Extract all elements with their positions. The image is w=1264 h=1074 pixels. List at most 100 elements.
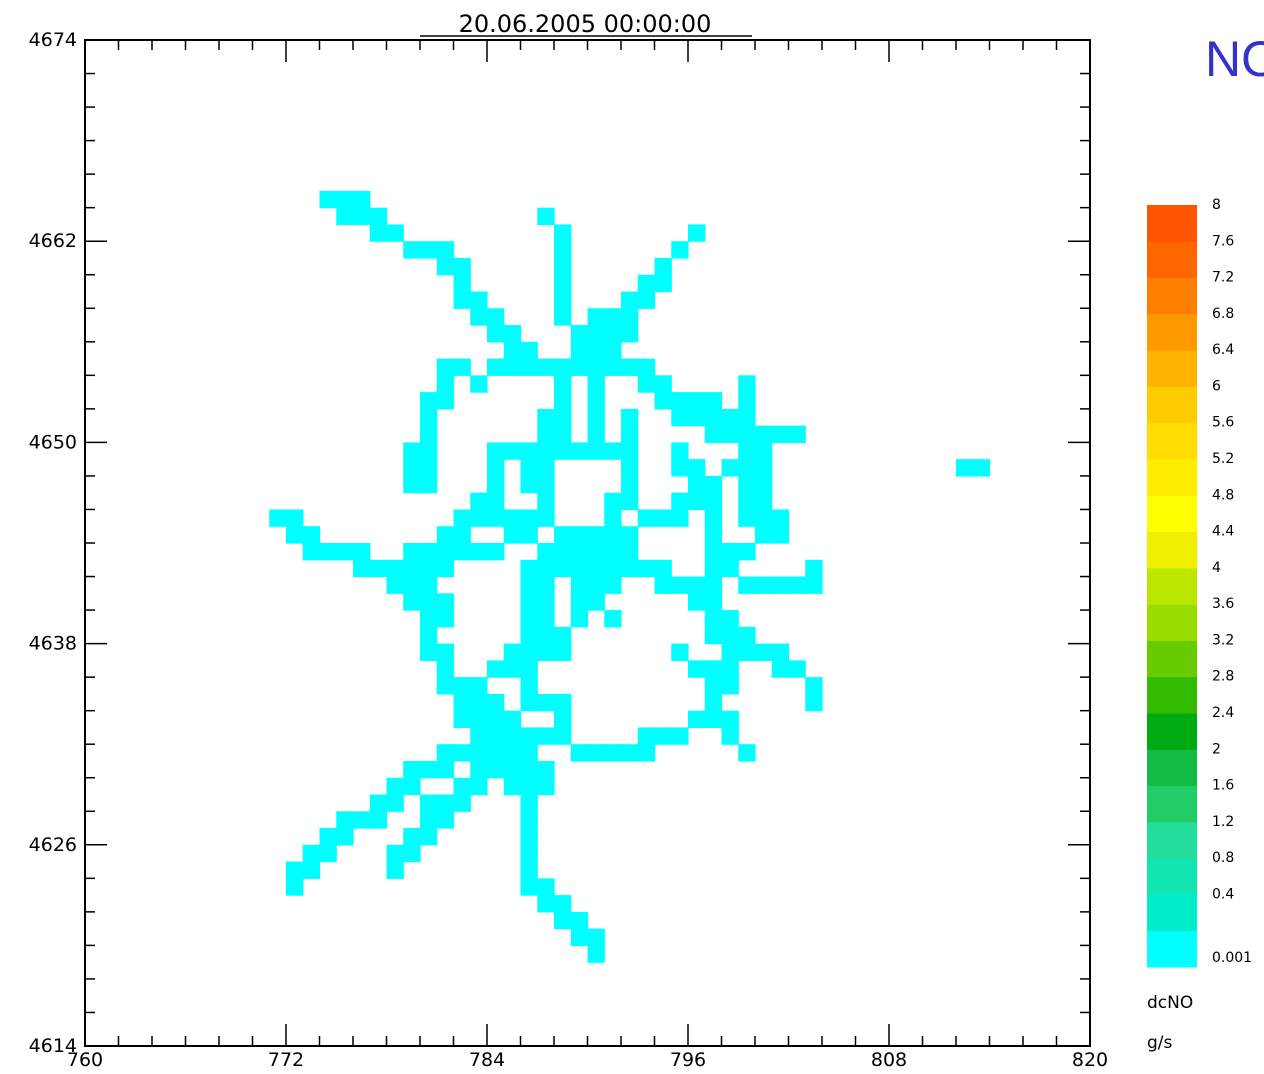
grid-cell bbox=[487, 727, 505, 745]
grid-cell bbox=[621, 744, 639, 762]
x-tick-label: 820 bbox=[1072, 1049, 1108, 1070]
grid-cell bbox=[554, 710, 572, 729]
grid-cell bbox=[436, 744, 455, 762]
colorbar-label: 3.2 bbox=[1212, 632, 1234, 648]
grid-cell bbox=[654, 274, 672, 293]
grid-cell bbox=[755, 643, 773, 661]
grid-cell bbox=[487, 744, 505, 762]
grid-cell bbox=[537, 543, 555, 561]
grid-cell bbox=[721, 710, 739, 729]
grid-cell bbox=[721, 626, 739, 645]
cells-layer bbox=[269, 190, 991, 963]
grid-cell bbox=[554, 693, 572, 712]
grid-cell bbox=[721, 425, 739, 443]
grid-cell bbox=[520, 861, 538, 879]
grid-cell bbox=[587, 543, 605, 561]
grid-cell bbox=[738, 576, 756, 594]
grid-cell bbox=[420, 425, 438, 443]
grid-cell bbox=[554, 442, 572, 460]
grid-cell bbox=[637, 358, 656, 376]
grid-cell bbox=[520, 677, 538, 695]
grid-cell bbox=[738, 425, 756, 443]
colorbar-label: 7.2 bbox=[1212, 270, 1234, 286]
grid-cell bbox=[704, 392, 723, 410]
grid-cell bbox=[621, 408, 639, 427]
grid-cell bbox=[688, 576, 706, 594]
grid-cell bbox=[436, 241, 455, 259]
grid-cell bbox=[788, 425, 806, 443]
grid-cell bbox=[788, 660, 806, 678]
colorbar-swatch bbox=[1147, 858, 1197, 895]
grid-cell bbox=[554, 643, 572, 661]
grid-cell bbox=[420, 760, 438, 779]
grid-cell bbox=[637, 559, 656, 578]
grid-cell bbox=[520, 509, 538, 527]
grid-cell bbox=[554, 308, 572, 326]
grid-cell bbox=[738, 744, 756, 762]
grid-cell bbox=[604, 358, 622, 376]
grid-cell bbox=[537, 610, 555, 628]
grid-cell bbox=[537, 408, 555, 427]
colorbar-swatch bbox=[1147, 821, 1197, 859]
colorbar-label: 2 bbox=[1212, 741, 1221, 757]
grid-cell bbox=[386, 777, 404, 796]
grid-cell bbox=[587, 559, 605, 578]
grid-cell bbox=[688, 408, 706, 427]
grid-cell bbox=[755, 425, 773, 443]
grid-cell bbox=[487, 693, 505, 712]
grid-cell bbox=[621, 559, 639, 578]
grid-cell bbox=[520, 610, 538, 628]
grid-cell bbox=[654, 375, 672, 393]
grid-cell bbox=[704, 576, 723, 594]
grid-cell bbox=[436, 543, 455, 561]
grid-cell bbox=[503, 643, 522, 661]
grid-cell bbox=[286, 861, 304, 879]
grid-cell bbox=[721, 543, 739, 561]
grid-cell bbox=[420, 576, 438, 594]
grid-cell bbox=[621, 526, 639, 544]
pollutant-heading: NO bbox=[1205, 31, 1264, 87]
chart-title: 20.06.2005 00:00:00 bbox=[459, 10, 712, 38]
grid-cell bbox=[520, 626, 538, 645]
grid-cell bbox=[503, 760, 522, 779]
grid-cell bbox=[738, 475, 756, 494]
grid-cell bbox=[453, 677, 471, 695]
grid-cell bbox=[503, 660, 522, 678]
grid-cell bbox=[537, 475, 555, 494]
grid-cell bbox=[470, 492, 488, 511]
grid-cell bbox=[403, 576, 421, 594]
grid-cell bbox=[403, 760, 421, 779]
y-tick-label: 4638 bbox=[29, 633, 77, 655]
grid-cell bbox=[738, 492, 756, 511]
colorbar-label: 4.8 bbox=[1212, 487, 1234, 503]
y-tick-label: 4674 bbox=[29, 29, 77, 51]
grid-cell bbox=[554, 727, 572, 745]
grid-cell bbox=[554, 224, 572, 242]
grid-cell bbox=[587, 358, 605, 376]
grid-cell bbox=[453, 693, 471, 712]
y-tick-label: 4626 bbox=[29, 834, 77, 856]
grid-cell bbox=[587, 945, 605, 963]
colorbar-label: 3.6 bbox=[1212, 596, 1234, 612]
colorbar-swatch bbox=[1147, 350, 1197, 387]
grid-cell bbox=[487, 308, 505, 326]
grid-cell bbox=[570, 593, 589, 611]
grid-cell bbox=[671, 492, 689, 511]
colorbar-label: 1.6 bbox=[1212, 778, 1234, 794]
grid-cell bbox=[637, 291, 656, 309]
grid-cell bbox=[537, 576, 555, 594]
grid-cell bbox=[721, 660, 739, 678]
grid-cell bbox=[420, 392, 438, 410]
colorbar-swatch bbox=[1147, 459, 1197, 496]
grid-cell bbox=[621, 442, 639, 460]
grid-cell bbox=[537, 727, 555, 745]
grid-cell bbox=[537, 559, 555, 578]
grid-cell bbox=[671, 241, 689, 259]
grid-cell bbox=[470, 291, 488, 309]
grid-cell bbox=[554, 425, 572, 443]
grid-cell bbox=[369, 207, 388, 226]
grid-cell bbox=[386, 224, 404, 242]
colorbar-label: 6 bbox=[1212, 378, 1221, 394]
grid-cell bbox=[621, 358, 639, 376]
